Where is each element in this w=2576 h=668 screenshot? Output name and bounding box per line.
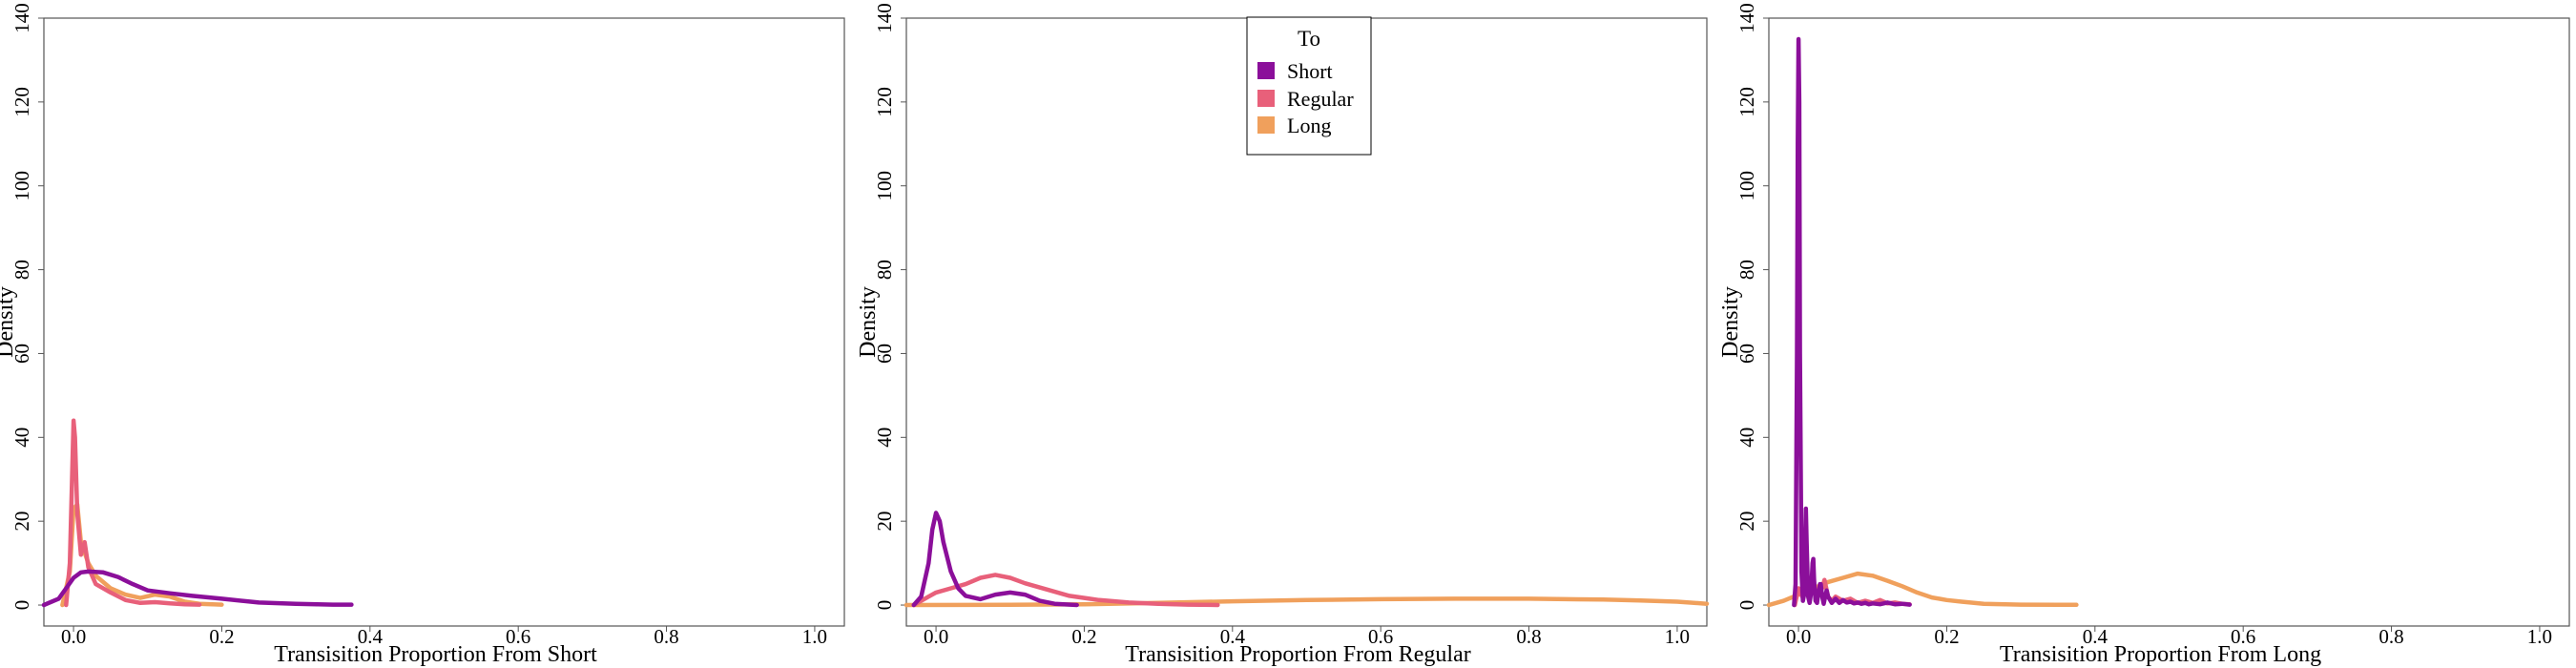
legend-swatch-long <box>1257 116 1275 134</box>
y-tick-label-regular: 120 <box>873 87 896 117</box>
x-tick-label-long: 0.0 <box>1786 625 1811 648</box>
series-line-short-long <box>60 502 224 608</box>
y-tick-label-regular: 140 <box>873 3 896 33</box>
legend-label-long: Long <box>1287 114 1331 137</box>
y-tick-label-short: 60 <box>10 344 33 364</box>
series-line-long-short <box>1792 36 1912 608</box>
x-tick-label-regular: 0.2 <box>1071 625 1096 648</box>
x-tick-label-long: 0.4 <box>2083 625 2109 648</box>
legend-swatch-regular <box>1257 90 1275 107</box>
y-tick-label-short: 20 <box>10 511 33 532</box>
y-tick-label-long: 120 <box>1735 87 1758 117</box>
x-tick-label-regular: 0.4 <box>1220 625 1246 648</box>
y-tick-label-short: 120 <box>10 87 33 117</box>
x-tick-label-long: 0.8 <box>2379 625 2403 648</box>
x-tick-label-short: 1.0 <box>802 625 827 648</box>
y-tick-label-regular: 100 <box>873 171 896 201</box>
y-tick-label-short: 80 <box>10 260 33 280</box>
panel-regular: 0.0 0.2 0.4 0.6 0.8 1.0 0 20 40 60 80 100 120 140 Tran… <box>856 3 1710 667</box>
y-tick-label-short: 100 <box>10 171 33 201</box>
legend-label-short: Short <box>1287 59 1333 83</box>
y-tick-label-short: 40 <box>10 428 33 448</box>
y-tick-label-long: 20 <box>1735 511 1758 532</box>
x-tick-label-regular: 0.8 <box>1516 625 1541 648</box>
y-tick-label-short: 140 <box>10 3 33 33</box>
series-line-regular-long <box>904 596 1710 608</box>
y-tick-label-regular: 80 <box>873 260 896 280</box>
x-tick-label-short: 0.6 <box>506 625 530 648</box>
y-tick-label-short: 0 <box>10 600 33 611</box>
plot-frame-long <box>1768 17 2570 627</box>
y-tick-label-long: 100 <box>1735 171 1758 201</box>
panel-short: 0.0 0.2 0.4 0.6 0.8 1.0 0 20 40 60 80 100 120 140 Tran… <box>0 3 845 667</box>
x-tick-label-long: 0.6 <box>2231 625 2255 648</box>
series-line-short-regular <box>64 418 202 608</box>
series-line-regular-short <box>911 511 1079 608</box>
y-axis-title-long: Density <box>1718 286 1743 358</box>
y-tick-label-long: 140 <box>1735 3 1758 33</box>
x-axis-title-short: Transisition Proportion From Short <box>274 642 597 667</box>
x-tick-label-short: 0.2 <box>209 625 234 648</box>
panel-long: 0.0 0.2 0.4 0.6 0.8 1.0 0 20 40 60 80 100 120 140 Tran… <box>1718 3 2570 667</box>
chart-panels: 0.0 0.2 0.4 0.6 0.8 1.0 0 20 40 60 80 100 120 140 Tran… <box>0 3 2570 667</box>
x-tick-label-regular: 0.6 <box>1368 625 1393 648</box>
y-tick-label-long: 40 <box>1735 428 1758 448</box>
legend-swatch-short <box>1257 62 1275 79</box>
y-tick-label-regular: 60 <box>873 344 896 364</box>
y-axis-title-short: Density <box>0 286 18 358</box>
x-tick-label-short: 0.8 <box>654 625 678 648</box>
x-axis-title-long: Transisition Proportion From Long <box>2000 642 2321 667</box>
plot-frame-short <box>43 17 845 627</box>
y-tick-label-long: 80 <box>1735 260 1758 280</box>
x-tick-label-regular: 0.0 <box>924 625 948 648</box>
legend: To Short Regular Long <box>1246 16 1372 156</box>
x-tick-label-short: 0.4 <box>358 625 384 648</box>
legend-title: To <box>1298 27 1320 51</box>
y-tick-label-long: 60 <box>1735 344 1758 364</box>
x-tick-label-long: 1.0 <box>2527 625 2552 648</box>
y-tick-label-regular: 20 <box>873 511 896 532</box>
series-line-regular-regular <box>911 573 1220 608</box>
y-tick-label-regular: 40 <box>873 428 896 448</box>
x-tick-label-regular: 1.0 <box>1665 625 1690 648</box>
y-tick-label-long: 0 <box>1735 600 1758 611</box>
series-line-short-short <box>41 569 354 608</box>
y-tick-label-regular: 0 <box>873 600 896 611</box>
x-tick-label-long: 0.2 <box>1934 625 1959 648</box>
legend-label-regular: Regular <box>1287 87 1354 111</box>
x-tick-label-short: 0.0 <box>61 625 86 648</box>
x-axis-title-regular: Transisition Proportion From Regular <box>1125 642 1470 667</box>
y-axis-title-regular: Density <box>856 286 881 358</box>
